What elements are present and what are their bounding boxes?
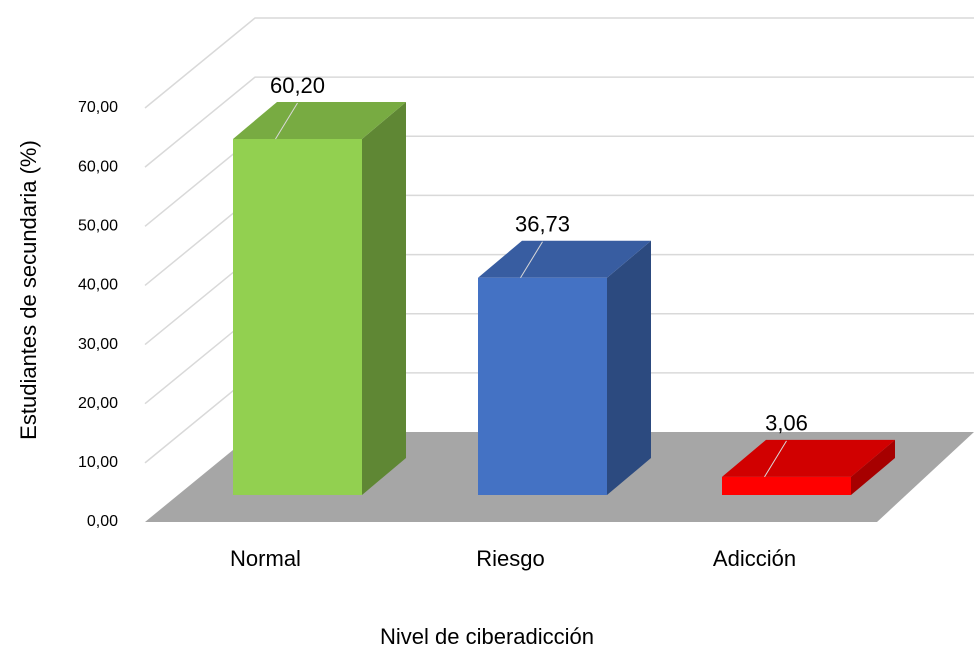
bar-front [233,138,362,495]
bar-top [478,240,651,278]
y-tick-label: 0,00 [87,513,118,530]
bar [478,240,651,495]
y-tick-label: 50,00 [78,218,118,235]
x-tick-label: Adicción [713,546,796,571]
bar-side [607,240,651,495]
bar [233,101,406,496]
x-axis-title: Nivel de ciberadicción [380,624,594,649]
y-tick-label: 40,00 [78,277,118,294]
y-tick-label: 10,00 [78,454,118,471]
data-label: 36,73 [515,212,570,237]
bar-top [233,101,406,139]
data-label: 60,20 [270,73,325,98]
grid-line [144,76,974,168]
y-axis-title: Estudiantes de secundaria (%) [16,140,41,440]
bar-front [722,476,851,495]
leader-line [764,440,787,478]
bar-side [851,439,895,495]
bar-side [362,101,406,496]
x-tick-label: Riesgo [476,546,544,571]
data-label: 3,06 [765,411,808,436]
bar-front [478,277,607,495]
y-tick-label: 20,00 [78,395,118,412]
y-tick-label: 70,00 [78,99,118,116]
x-tick-label: Normal [230,546,301,571]
grid-line [144,17,974,109]
bar [722,439,895,495]
leader-line [275,102,298,140]
y-tick-label: 30,00 [78,336,118,353]
leader-line [520,241,543,279]
bar-top [722,439,895,477]
y-tick-label: 60,00 [78,158,118,175]
